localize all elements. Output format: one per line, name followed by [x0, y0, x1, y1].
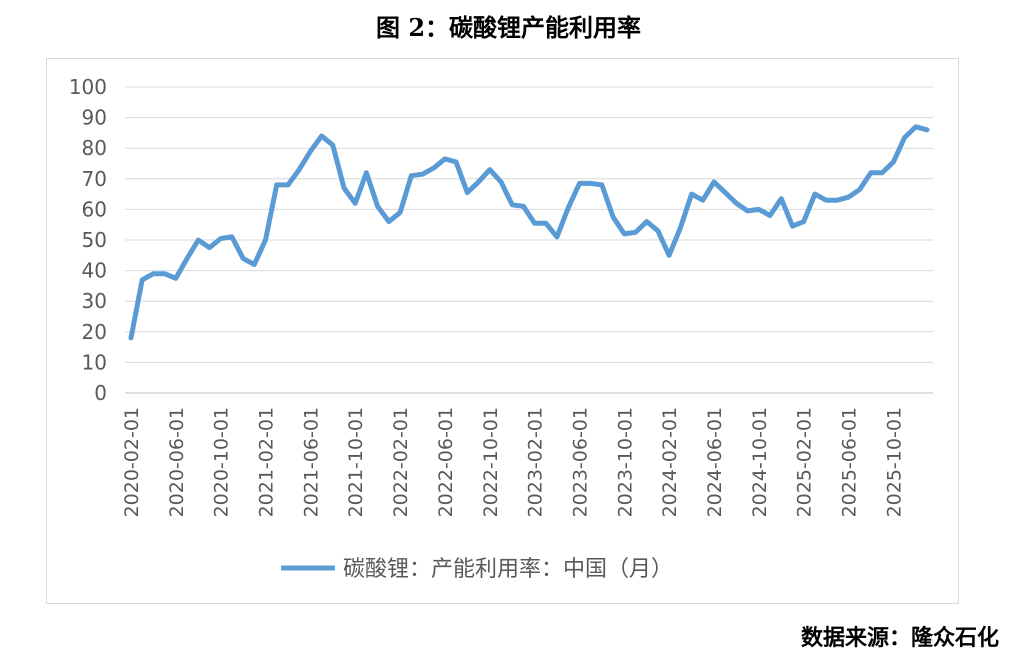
y-tick-label: 40: [82, 259, 107, 283]
y-tick-label: 50: [82, 228, 107, 252]
y-tick-label: 80: [82, 136, 107, 160]
x-tick-label: 2023-02-01: [525, 407, 547, 517]
y-tick-label: 100: [69, 75, 107, 99]
x-tick-label: 2021-06-01: [300, 407, 322, 517]
y-tick-label: 90: [82, 106, 107, 130]
x-tick-label: 2024-02-01: [659, 407, 681, 517]
y-tick-label: 10: [82, 350, 107, 374]
x-tick-label: 2023-06-01: [569, 407, 591, 517]
legend-label: 碳酸锂：产能利用率：中国（月）: [343, 557, 673, 582]
x-tick-label: 2024-06-01: [704, 407, 726, 517]
x-tick-label: 2025-06-01: [839, 407, 861, 517]
x-tick-label: 2022-06-01: [435, 407, 457, 517]
x-tick-label: 2022-02-01: [390, 407, 412, 517]
x-tick-label: 2022-10-01: [480, 407, 502, 517]
x-tick-label: 2021-02-01: [256, 407, 278, 517]
x-tick-label: 2025-10-01: [883, 407, 905, 517]
y-tick-label: 60: [82, 197, 107, 221]
y-tick-label: 0: [94, 381, 107, 405]
series-line: [128, 124, 930, 341]
x-tick-label: 2021-10-01: [345, 407, 367, 517]
x-tick-label: 2025-02-01: [794, 407, 816, 517]
line-chart: 0 10 20 30 40 50 60 70 80 90 100 2020-02-01 2020-06-…: [69, 75, 933, 582]
x-tick-label: 2023-10-01: [614, 407, 636, 517]
chart-title: 图 2：碳酸锂产能利用率: [375, 13, 642, 42]
x-tick-label: 2020-06-01: [166, 407, 188, 517]
y-tick-label: 30: [82, 289, 107, 313]
y-tick-label: 70: [82, 167, 107, 191]
x-tick-label: 2020-10-01: [211, 407, 233, 517]
chart-frame: 0 10 20 30 40 50 60 70 80 90 100 2020-02-01 2020-06-…: [46, 58, 959, 604]
x-tick-label: 2020-02-01: [121, 407, 143, 517]
x-tick-label: 2024-10-01: [749, 407, 771, 517]
y-tick-label: 20: [82, 320, 107, 344]
data-source-note: 数据来源：隆众石化: [800, 625, 999, 651]
